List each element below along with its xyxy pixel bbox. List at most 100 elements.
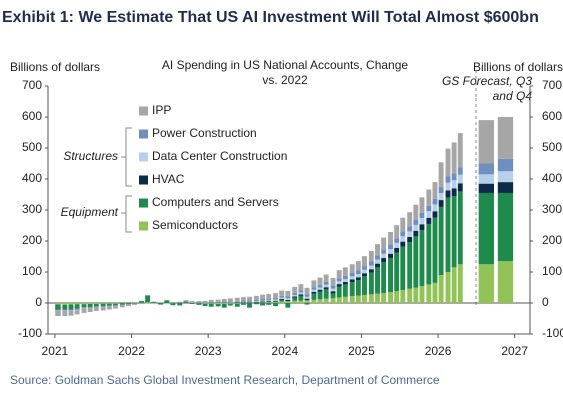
bar-segment <box>426 223 432 285</box>
bar-segment <box>400 231 406 237</box>
bar-segment <box>93 303 99 304</box>
bar-segment <box>68 304 74 310</box>
bar-segment <box>381 293 387 303</box>
forecast-note: GS Forecast, Q3 and Q4 <box>441 74 532 103</box>
bar-segment <box>349 276 355 280</box>
bar-segment <box>234 297 240 301</box>
y2-axis-label: Billions of dollars <box>473 60 563 74</box>
legend-label: HVAC <box>152 172 185 186</box>
bar-segment <box>292 296 298 298</box>
bar-segment <box>457 133 463 168</box>
bar-segment <box>247 302 252 303</box>
bar-segment <box>183 301 189 303</box>
bar-segment <box>183 300 189 302</box>
forecast-box: GS Forecast, Q3 and Q4 <box>441 74 532 103</box>
legend-label: Data Center Construction <box>152 149 287 163</box>
bar-segment <box>342 279 348 282</box>
legend-swatch <box>139 106 148 116</box>
bar-segment <box>298 300 304 303</box>
bar-segment <box>145 302 151 303</box>
bar-segment <box>375 255 380 260</box>
bar-segment <box>394 238 400 243</box>
bar-segment <box>432 211 438 218</box>
bar-segment <box>81 304 87 308</box>
bar-segment <box>445 197 451 272</box>
bar-segment <box>311 299 317 303</box>
bar-segment <box>317 289 323 292</box>
bar-segment <box>285 290 291 297</box>
bar-segment <box>234 302 240 303</box>
bar-segment <box>208 301 214 303</box>
bar-segment <box>432 204 438 212</box>
bar-segment <box>221 303 227 304</box>
bar-segment <box>330 277 336 286</box>
bar-segment <box>355 277 361 281</box>
bar-segment <box>253 301 259 303</box>
bar-segment <box>106 306 112 310</box>
bar-segment <box>400 289 406 303</box>
bar-segment <box>330 293 336 299</box>
y2-tick-label: 300 <box>542 202 562 216</box>
bar-segment <box>260 294 266 299</box>
bar-segment <box>478 192 494 265</box>
bar-segment <box>253 302 259 303</box>
bar-segment <box>208 303 214 304</box>
bar-segment <box>419 230 425 286</box>
x-tick-label: 2022 <box>118 344 145 358</box>
bar-segment <box>164 300 170 303</box>
bar-segment <box>349 272 355 277</box>
bar-segment <box>112 306 118 309</box>
bar-segment <box>227 303 233 304</box>
bar-segment <box>68 310 74 312</box>
bar-segment <box>317 284 323 288</box>
bar-segment <box>74 307 80 309</box>
bar-segment <box>407 231 413 237</box>
bar-segment <box>158 303 164 305</box>
bar-segment <box>74 304 80 308</box>
bar-segment <box>240 297 246 301</box>
bar-segment <box>215 303 221 304</box>
y-tick-label: 200 <box>22 233 42 247</box>
bar-segment <box>426 189 432 206</box>
bar-segment <box>362 256 367 267</box>
bar-segment <box>279 295 285 298</box>
bar-segment <box>93 307 99 312</box>
y-axis-label: Billions of dollars <box>10 60 100 74</box>
bar-segment <box>438 192 444 201</box>
bar-segment <box>368 272 374 295</box>
bar-segment <box>247 300 252 302</box>
bar-segment <box>240 302 246 303</box>
bar-segment <box>234 303 240 304</box>
bar-segment <box>342 284 348 297</box>
bar-segment <box>202 300 208 303</box>
bar-segment <box>74 303 80 305</box>
source: Source: Goldman Sachs Global Investment … <box>10 373 440 387</box>
bar-segment <box>100 303 106 307</box>
bar-segment <box>394 291 400 303</box>
bar-segment <box>323 281 329 285</box>
bar-segment <box>497 171 514 183</box>
legend-brackets <box>121 127 132 233</box>
bar-segment <box>151 301 157 303</box>
bar-segment <box>119 303 125 305</box>
bar-segment <box>87 307 93 309</box>
x-tick-label: 2024 <box>271 344 298 358</box>
bar-segment <box>266 301 272 303</box>
bar-segment <box>323 287 329 290</box>
bar-segment <box>273 298 279 300</box>
bar-segment <box>394 225 400 239</box>
bar-segment <box>311 291 317 294</box>
bar-segment <box>215 299 221 302</box>
bar-segment <box>177 301 183 303</box>
bar-segment <box>394 247 400 253</box>
bar-segment <box>74 309 80 311</box>
x-tick-label: 2025 <box>348 344 375 358</box>
bar-segment <box>451 142 457 174</box>
y2-tick-label: 200 <box>542 233 562 247</box>
bar-segment <box>100 307 106 311</box>
bar-segment <box>298 295 304 301</box>
bar-segment <box>93 307 99 308</box>
y-tick-label: 100 <box>22 264 42 278</box>
bar-segment <box>394 242 400 248</box>
bar-segment <box>451 188 457 197</box>
